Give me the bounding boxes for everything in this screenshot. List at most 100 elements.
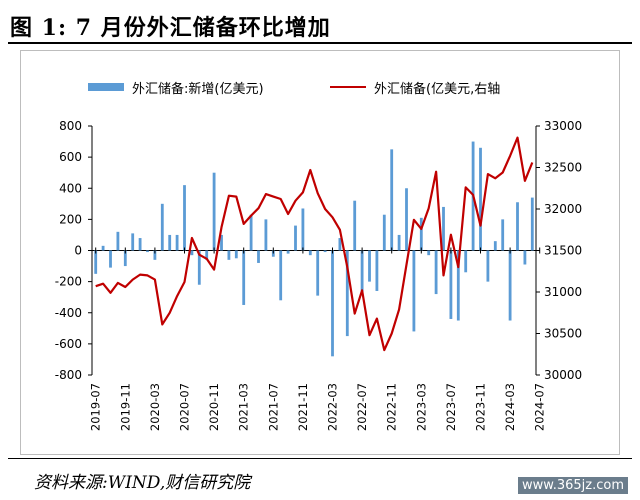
x-axis-tick-label: 2020-03 <box>148 383 162 431</box>
left-axis-tick-label: 200 <box>59 212 82 226</box>
reserve-change-bar <box>405 188 408 251</box>
left-axis-tick-label: -200 <box>55 275 82 289</box>
reserve-change-bar <box>308 250 312 256</box>
reserve-change-bar <box>264 219 268 251</box>
reserve-change-bar <box>175 234 179 251</box>
reserve-change-bar <box>345 250 349 337</box>
reserve-change-bar <box>109 250 112 268</box>
x-axis-tick-label: 2020-07 <box>178 383 192 431</box>
x-axis-tick-label: 2024-07 <box>533 383 547 431</box>
legend-line-label: 外汇储备(亿美元,右轴 <box>374 82 501 97</box>
reserve-change-bar <box>271 250 275 257</box>
reserve-change-bar <box>442 206 445 251</box>
x-axis-tick-label: 2023-07 <box>444 383 458 431</box>
watermark: www.365jz.com <box>518 477 628 494</box>
reserve-change-bar <box>205 250 209 260</box>
left-axis-tick-label: 600 <box>59 150 82 164</box>
right-axis-tick-label: 30000 <box>544 368 582 382</box>
reserve-change-bar <box>449 250 453 319</box>
reserve-change-bar <box>101 245 105 251</box>
reserve-change-bar <box>353 200 357 251</box>
reserve-change-bar <box>197 250 201 285</box>
figure-title: 图 1: 7 月份外汇储备环比增加 <box>10 15 331 41</box>
reserve-change-bar <box>508 250 512 321</box>
reserve-change-bar <box>412 250 416 332</box>
reserve-change-bar <box>116 231 120 251</box>
legend-bar-label: 外汇储备:新增(亿美元) <box>132 82 264 97</box>
source-note: 资料来源:WIND,财信研究院 <box>34 473 251 493</box>
reserve-change-bar <box>227 250 231 260</box>
reserve-change-bar <box>138 238 142 251</box>
x-axis-tick-label: 2022-03 <box>326 383 340 431</box>
chart-plot: -800 -600 -400 -200 0 200 400 600 800 30000 30500 3… <box>55 119 582 431</box>
right-axis-tick-label: 32000 <box>544 202 582 216</box>
reserve-change-bar <box>479 147 482 251</box>
legend-bar-swatch <box>88 83 124 91</box>
left-axis-tick-label: -600 <box>55 337 82 351</box>
reserve-change-bar <box>234 250 238 259</box>
title-divider <box>8 42 632 44</box>
reserve-change-bar <box>279 250 283 301</box>
reserve-change-bar <box>94 250 98 274</box>
reserve-change-bar <box>323 250 327 253</box>
reserve-change-bar <box>523 250 527 265</box>
chart-frame <box>20 50 620 455</box>
reserve-change-bar <box>146 250 149 253</box>
reserve-change-bar <box>419 217 423 251</box>
left-axis-tick-label: -400 <box>55 306 82 320</box>
reserve-change-bar <box>160 203 164 251</box>
reserve-change-bar <box>375 250 379 291</box>
reserve-change-bar <box>493 241 497 251</box>
right-axis-tick-label: 31500 <box>544 244 582 258</box>
right-axis-tick-label: 30500 <box>544 327 582 341</box>
reserve-change-bar <box>434 250 438 295</box>
x-axis-tick-label: 2024-03 <box>503 383 517 431</box>
reserve-change-bar <box>249 214 253 251</box>
reserve-change-bar <box>286 250 290 254</box>
reserve-change-bar <box>294 225 297 251</box>
reserve-change-bar <box>397 234 401 251</box>
reserve-change-bar <box>131 233 135 251</box>
reserve-change-bar <box>368 250 371 282</box>
x-axis-tick-label: 2023-03 <box>414 383 428 431</box>
x-axis-tick-label: 2019-11 <box>118 383 132 431</box>
x-axis-tick-label: 2019-07 <box>89 383 103 431</box>
reserve-change-bar <box>316 250 320 296</box>
reserve-change-bar <box>168 234 172 251</box>
reserve-change-bar <box>331 250 334 357</box>
reserve-change-bar <box>212 172 216 251</box>
reserve-change-bar <box>501 219 505 251</box>
right-axis-tick-label: 31000 <box>544 285 582 299</box>
x-axis-tick-label: 2020-11 <box>207 383 221 431</box>
legend-line-swatch <box>330 86 366 88</box>
reserves-line <box>95 136 534 352</box>
right-axis-tick-label: 33000 <box>544 119 582 133</box>
reserve-change-bar <box>486 250 490 282</box>
x-axis-tick-label: 2021-11 <box>296 383 310 431</box>
reserve-change-bar <box>464 250 468 273</box>
reserve-change-bar <box>427 250 431 256</box>
reserve-change-bar <box>382 214 386 251</box>
left-axis-tick-label: 800 <box>59 119 82 133</box>
x-axis-tick-label: 2021-07 <box>266 383 280 431</box>
reserve-change-bar <box>153 250 157 260</box>
x-axis-tick-label: 2023-11 <box>474 383 488 431</box>
x-axis-tick-label: 2022-07 <box>355 383 369 431</box>
reserve-change-bar <box>183 185 186 251</box>
reserve-change-bar <box>220 234 223 251</box>
left-axis-tick-label: 400 <box>59 181 82 195</box>
reserve-change-bar <box>360 250 364 293</box>
left-axis-tick-label: -800 <box>55 368 82 382</box>
reserve-change-bar <box>456 250 460 321</box>
reserve-change-bar <box>301 208 305 251</box>
reserve-change-bar <box>190 250 194 256</box>
reserve-change-bar <box>242 250 246 305</box>
x-axis-tick-label: 2021-03 <box>237 383 251 431</box>
left-axis-tick-label: 0 <box>74 244 82 258</box>
reserve-change-bar <box>390 149 394 251</box>
right-axis-tick-label: 32500 <box>544 161 582 175</box>
reserve-change-bar <box>338 238 342 251</box>
reserve-change-bar <box>530 197 534 251</box>
reserve-change-bar <box>257 250 260 263</box>
x-axis-tick-label: 2022-11 <box>385 383 399 431</box>
